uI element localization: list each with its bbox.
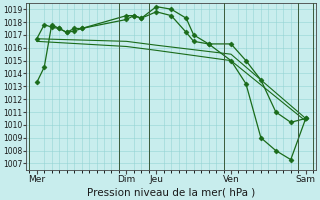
X-axis label: Pression niveau de la mer( hPa ): Pression niveau de la mer( hPa ) — [87, 187, 255, 197]
